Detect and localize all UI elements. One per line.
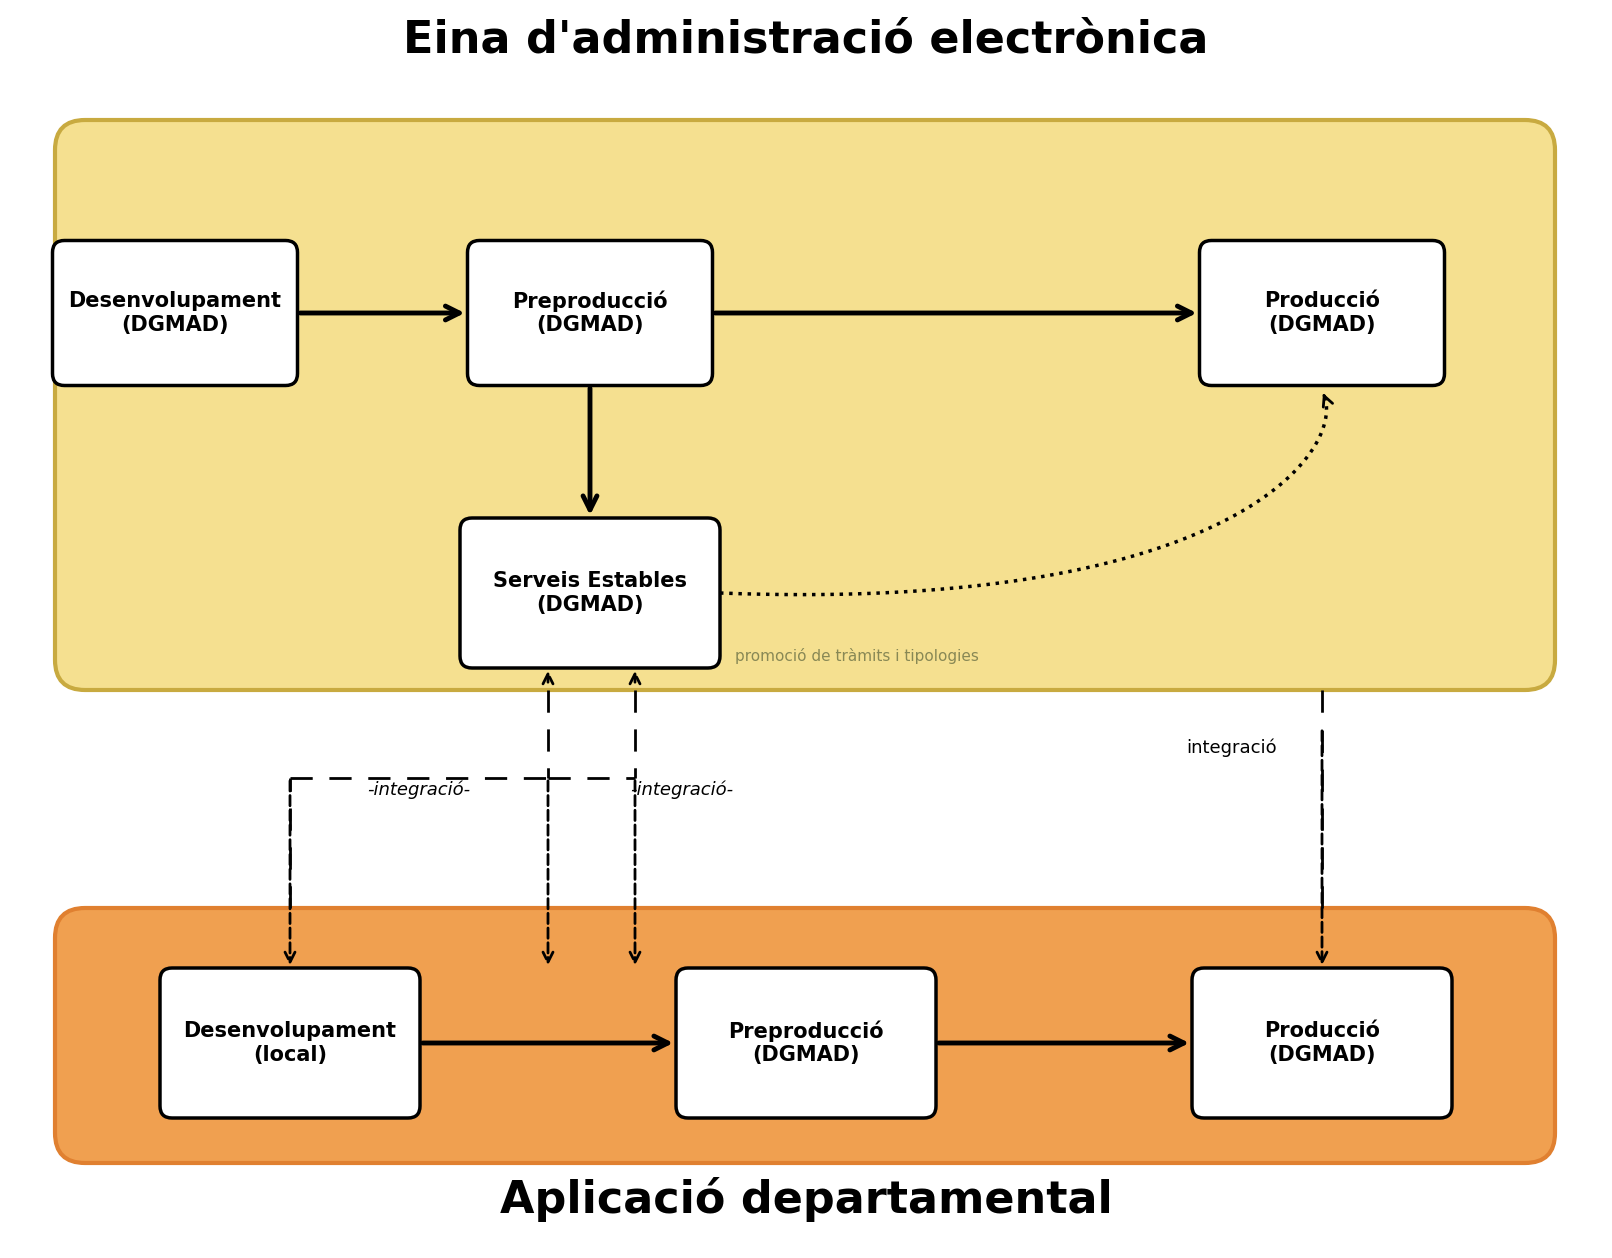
FancyBboxPatch shape: [675, 967, 937, 1118]
Text: Aplicació departamental: Aplicació departamental: [500, 1177, 1112, 1223]
Text: promoció de tràmits i tipologies: promoció de tràmits i tipologies: [735, 648, 978, 664]
Text: -integració-: -integració-: [368, 781, 471, 799]
FancyBboxPatch shape: [55, 908, 1556, 1162]
Text: integració: integració: [1186, 738, 1277, 757]
Text: Eina d'administració electrònica: Eina d'administració electrònica: [403, 19, 1209, 62]
FancyBboxPatch shape: [55, 120, 1556, 689]
Text: -integració-: -integració-: [630, 781, 733, 799]
FancyBboxPatch shape: [459, 518, 721, 668]
Text: Producció
(DGMAD): Producció (DGMAD): [1264, 1021, 1380, 1064]
Text: Preproducció
(DGMAD): Preproducció (DGMAD): [513, 291, 667, 336]
FancyBboxPatch shape: [1191, 967, 1452, 1118]
FancyBboxPatch shape: [467, 240, 713, 385]
FancyBboxPatch shape: [160, 967, 421, 1118]
Text: Preproducció
(DGMAD): Preproducció (DGMAD): [729, 1020, 883, 1066]
Text: Serveis Estables
(DGMAD): Serveis Estables (DGMAD): [493, 571, 687, 615]
Text: Desenvolupament
(DGMAD): Desenvolupament (DGMAD): [68, 292, 282, 335]
Text: Producció
(DGMAD): Producció (DGMAD): [1264, 292, 1380, 335]
FancyBboxPatch shape: [1199, 240, 1444, 385]
FancyBboxPatch shape: [53, 240, 298, 385]
Text: Desenvolupament
(local): Desenvolupament (local): [184, 1021, 397, 1064]
